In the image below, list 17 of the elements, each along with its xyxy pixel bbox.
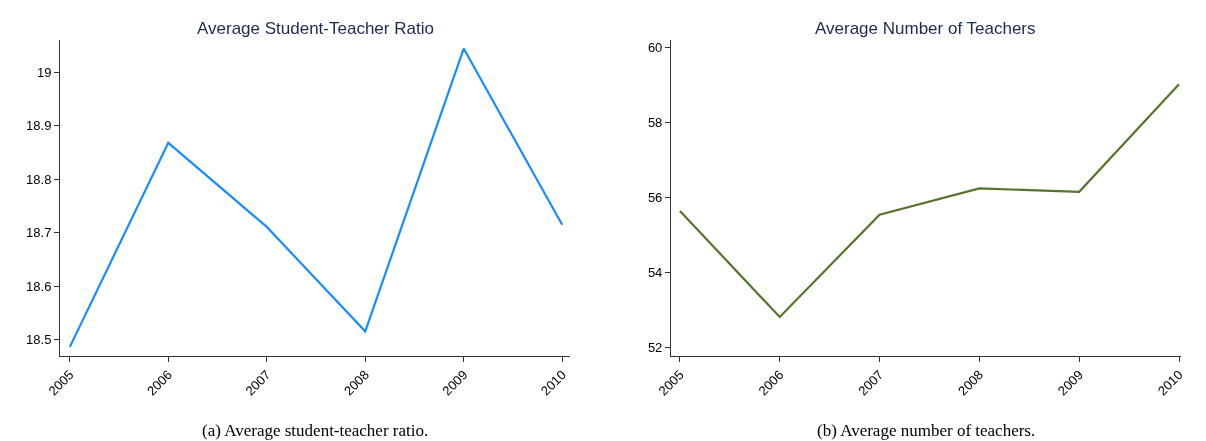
line-series [68,47,564,348]
y-tick-label: 60 [647,40,663,56]
y-tick-label: 18.6 [26,278,52,294]
y-tick-label: 19 [36,64,52,80]
y-tick-label: 18.5 [26,332,52,348]
chart-title: Average Number of Teachers [815,19,1036,38]
line-series [678,83,1181,319]
y-tick-label: 54 [647,264,663,280]
y-tick-label: 18.7 [26,225,52,241]
y-tick-label: 56 [647,189,663,205]
text: (b) Average number of teachers. [817,421,1036,440]
chart-title: Average Student-Teacher Ratio [197,19,434,38]
text: (a) Average student-teacher ratio. [202,421,429,440]
y-tick-label: 18.9 [26,118,52,134]
y-tick-label: 58 [647,115,663,131]
y-tick-label: 18.8 [26,171,52,187]
y-tick-label: 52 [647,339,663,355]
